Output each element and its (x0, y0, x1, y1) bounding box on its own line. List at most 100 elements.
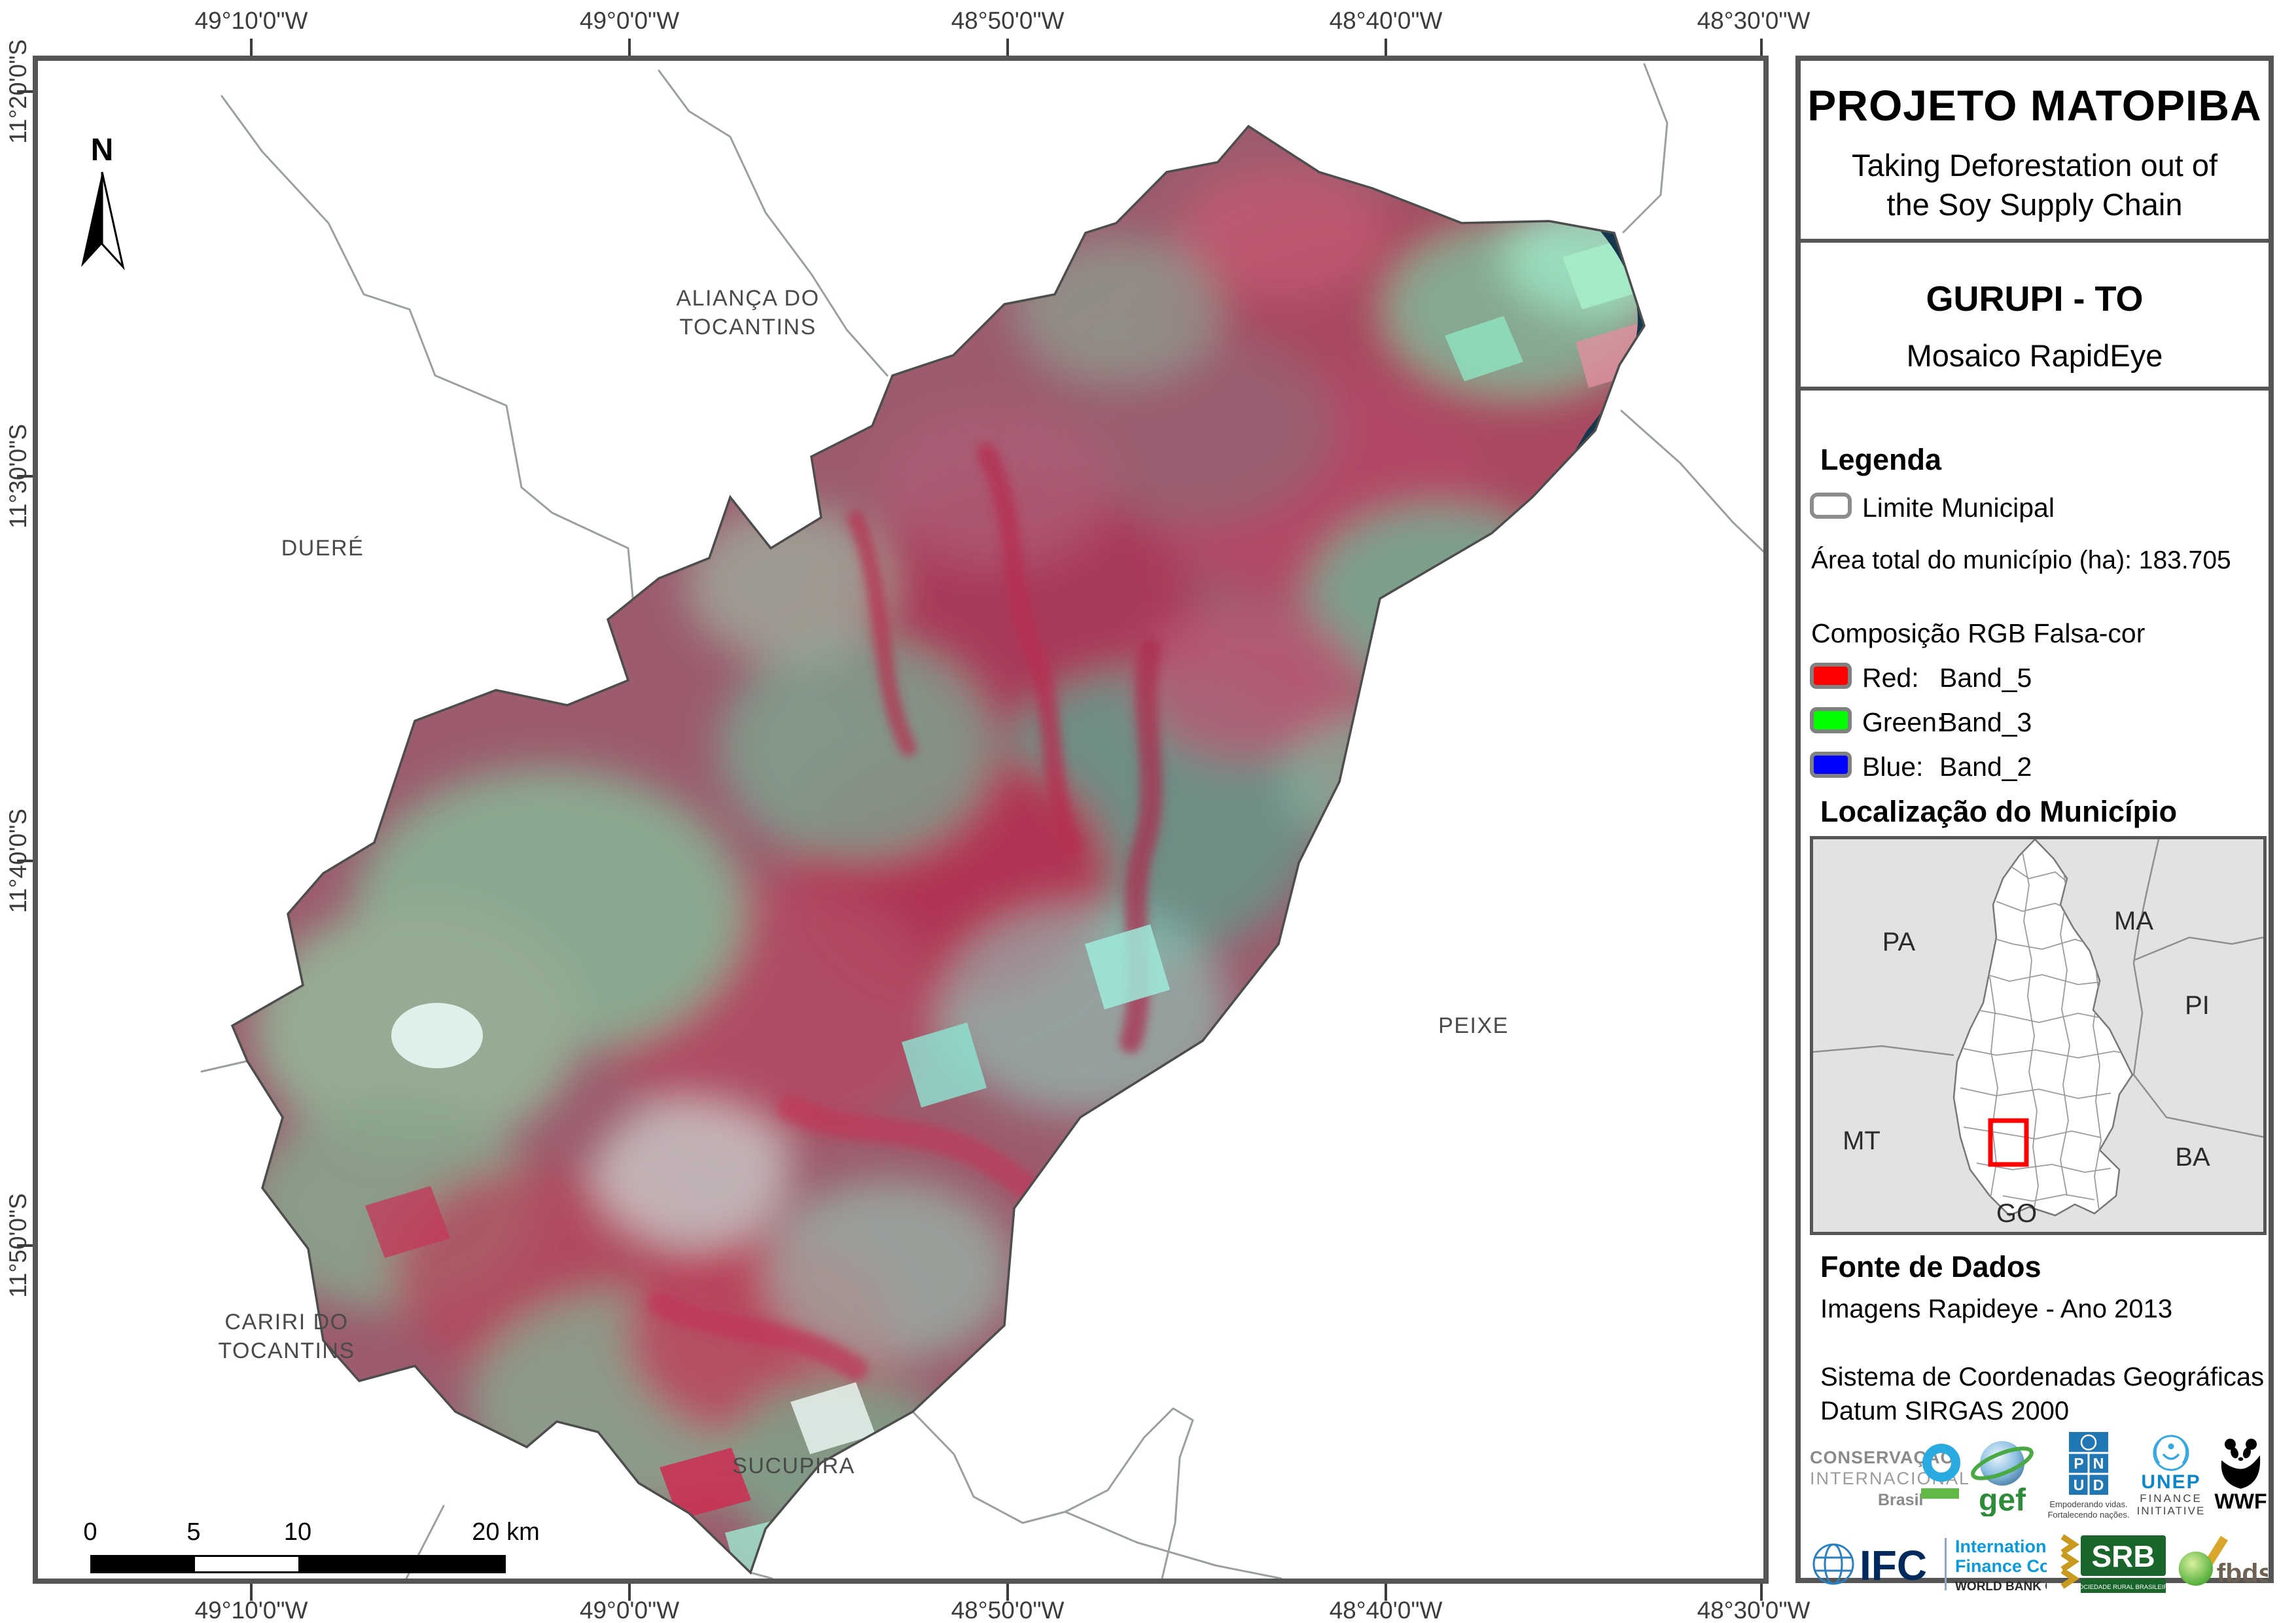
axis-tick (628, 39, 631, 56)
scale-number: 10 (283, 1518, 312, 1546)
wwf-logo: WWF (2213, 1435, 2269, 1518)
source-line-datum: Datum SIRGAS 2000 (1820, 1397, 2070, 1425)
ifc-globe-icon (1812, 1543, 1854, 1585)
state-label-pa: PA (1882, 928, 1916, 956)
blue-band-swatch (1810, 752, 1852, 778)
product-title: Mosaico RapidEye (1906, 338, 2163, 373)
gef-ring-icon (1971, 1446, 2034, 1480)
axis-tick (1006, 1584, 1009, 1601)
gurupi-satellite-imagery (232, 126, 1644, 1573)
fbds-wordmark: fbds (2217, 1558, 2268, 1588)
scale-bar: 0 5 10 20 km (83, 1518, 540, 1579)
un-emblem-icon (2080, 1434, 2097, 1451)
green-channel-label: Green: (1862, 707, 1945, 737)
location-heading: Localização do Município (1820, 795, 2178, 828)
panda-icon (2221, 1439, 2261, 1489)
limite-municipal-outline (230, 124, 1646, 1575)
sidebar-divider (1801, 239, 2269, 243)
scale-segment-white (195, 1557, 298, 1571)
state-label-ba: BA (2175, 1143, 2210, 1172)
ifc-logo: IFC International Finance Corporation WO… (1810, 1531, 2128, 1600)
axis-label-top: 48°40'0"W (1329, 7, 1443, 34)
axis-tick (17, 475, 34, 478)
srb-chevrons-icon (2060, 1534, 2080, 1589)
place-label-duere: DUERÉ (281, 535, 364, 561)
project-subtitle-line1: Taking Deforestation out of (1851, 148, 2218, 183)
place-label-alianca: ALIANÇA DO TOCANTINS (676, 285, 820, 340)
scale-bar-segments (90, 1555, 506, 1573)
source-line-crs: Sistema de Coordenadas Geográficas (1820, 1363, 2265, 1391)
scale-number: 0 (83, 1518, 97, 1546)
scale-segment-black (298, 1557, 504, 1571)
svg-text:N: N (2093, 1455, 2104, 1472)
axis-label-top: 49°0'0"W (579, 7, 680, 34)
ifc-line2: Finance Corporation (1955, 1556, 2047, 1576)
source-heading: Fonte de Dados (1820, 1250, 2041, 1283)
limite-municipal-label: Limite Municipal (1862, 493, 2055, 523)
axis-tick (17, 860, 34, 862)
tocantins-locator-svg: PA MA PI MT BA GO (1812, 838, 2264, 1232)
svg-text:P: P (2074, 1455, 2083, 1472)
conservacao-internacional-logo: CONSERVAÇÃO INTERNACIONAL Brasil (1810, 1440, 1969, 1512)
sidebar-divider (1801, 387, 2269, 391)
state-label-go: GO (1996, 1199, 2037, 1228)
place-label-peixe: PEIXE (1438, 1013, 1509, 1038)
axis-tick (1385, 1584, 1387, 1601)
axis-tick (1385, 39, 1387, 56)
project-title: PROJETO MATOPIBA (1807, 81, 2262, 130)
north-arrow-icon: N (81, 133, 125, 271)
green-band-label: Band_3 (1939, 707, 2032, 737)
srb-subtitle: SOCIEDADE RURAL BRASILEIRA (2074, 1584, 2168, 1591)
north-letter: N (91, 133, 114, 167)
green-band-swatch (1810, 707, 1852, 733)
axis-label-top: 48°30'0"W (1697, 7, 1810, 34)
axis-label-bottom: 48°30'0"W (1697, 1597, 1810, 1623)
area-total-label: Área total do município (ha): 183.705 (1811, 546, 2231, 574)
axis-tick (250, 39, 253, 56)
ifc-line1: International (1955, 1537, 2047, 1556)
unep-fi-logo: UNEP FINANCE INITIATIVE (2132, 1435, 2210, 1520)
axis-tick (17, 90, 34, 93)
axis-tick (250, 1584, 253, 1601)
gurupi-highlight-rect (1988, 1118, 2029, 1167)
state-label-ma: MA (2114, 907, 2153, 935)
state-label-mt: MT (1843, 1126, 1881, 1155)
source-line-imagery: Imagens Rapideye - Ano 2013 (1820, 1295, 2173, 1323)
ci-green-bar (1921, 1488, 1959, 1499)
red-band-label: Band_5 (1939, 663, 2032, 693)
ci-ring-icon (1922, 1444, 1960, 1482)
gurupi-urban-area (391, 1003, 483, 1068)
axis-tick (1006, 39, 1009, 56)
gef-wordmark: gef (1979, 1483, 2026, 1516)
unep-initiative: INITIATIVE (2137, 1505, 2206, 1516)
place-label-cariri: CARIRI DO TOCANTINS (218, 1309, 355, 1363)
municipal-boundary-lines (200, 63, 1763, 1579)
pnud-logo: P N U D Empoderando vidas. Fortalecendo … (2047, 1432, 2130, 1524)
satellite-mosaic-map (200, 63, 1763, 1579)
scale-number: 20 km (472, 1518, 540, 1546)
municipality-title: GURUPI - TO (1926, 279, 2144, 319)
wwf-wordmark: WWF (2214, 1490, 2267, 1513)
axis-label-top: 49°10'0"W (194, 7, 308, 34)
locator-inset-map: PA MA PI MT BA GO (1810, 836, 2267, 1235)
unep-finance: FINANCE (2140, 1492, 2202, 1505)
fbds-logo: fbds (2176, 1530, 2273, 1599)
unep-emblem-icon (2153, 1435, 2189, 1471)
red-band-swatch (1810, 663, 1852, 689)
ifc-line3: WORLD BANK GROUP (1955, 1580, 2047, 1594)
scale-segment-black (92, 1557, 196, 1571)
svg-text:D: D (2093, 1476, 2104, 1493)
axis-tick (17, 1244, 34, 1247)
blue-channel-label: Blue: (1862, 752, 1924, 782)
srb-abbr: SRB (2091, 1539, 2155, 1573)
gef-globe-icon (1980, 1441, 2024, 1486)
axis-tick (1760, 1584, 1763, 1601)
pnud-tagline2: Fortalecendo nações. (2047, 1510, 2129, 1520)
scale-number: 5 (186, 1518, 201, 1546)
fbds-sphere-icon (2178, 1551, 2213, 1586)
place-label-sucupira: SUCUPIRA (732, 1453, 855, 1478)
axis-label-bottom: 48°50'0"W (951, 1597, 1065, 1623)
legend-heading: Legenda (1820, 443, 1942, 476)
red-channel-label: Red: (1862, 663, 1919, 693)
